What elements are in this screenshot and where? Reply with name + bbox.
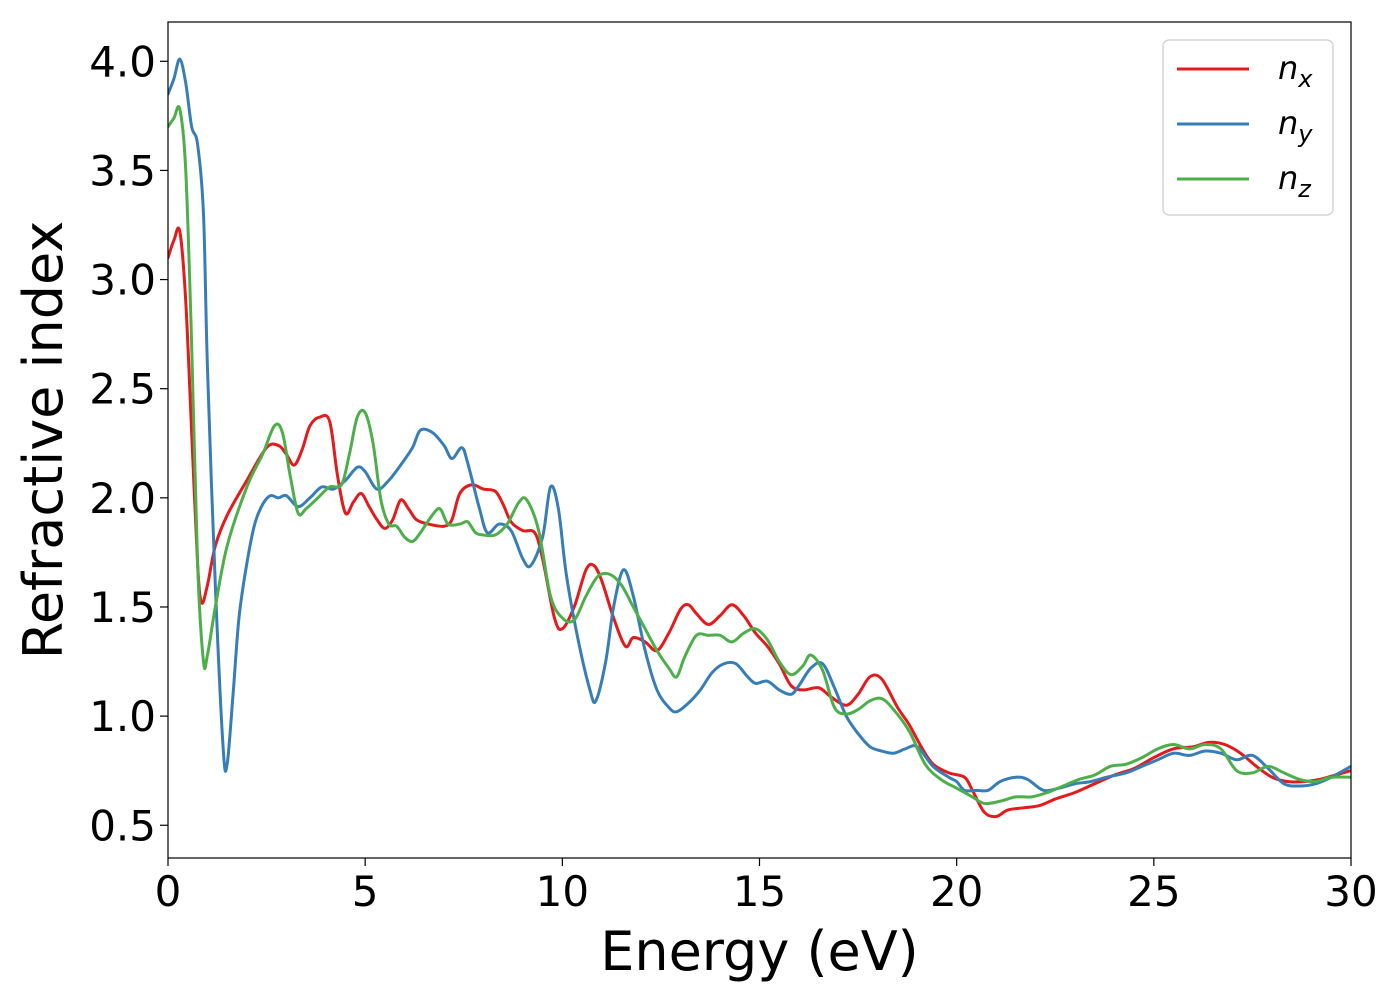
legend-label-ny: ny: [1278, 104, 1313, 148]
legend-label-nx: nx: [1278, 49, 1313, 93]
x-tick-label: 10: [536, 867, 589, 916]
series-layer: [168, 57, 1351, 819]
x-axis: 0 5 10 15 20 25 30: [155, 858, 1378, 916]
y-axis-title: Refractive index: [12, 221, 75, 660]
y-tick-label: 4.0: [89, 37, 156, 86]
x-tick-label: 5: [352, 867, 379, 916]
series-line-nz: [168, 105, 1351, 806]
y-tick-label: 2.5: [89, 365, 156, 414]
legend-label-nz: nz: [1278, 159, 1312, 203]
x-tick-label: 15: [733, 867, 786, 916]
legend: nx ny nz: [1162, 39, 1334, 216]
y-tick-label: 1.5: [89, 583, 156, 632]
x-tick-label: 20: [930, 867, 983, 916]
x-tick-label: 30: [1324, 867, 1377, 916]
y-tick-label: 3.0: [89, 256, 156, 305]
y-tick-label: 3.5: [89, 146, 156, 195]
x-tick-label: 0: [155, 867, 182, 916]
x-tick-label: 25: [1127, 867, 1180, 916]
y-tick-label: 1.0: [89, 692, 156, 741]
y-axis: 0.5 1.0 1.5 2.0 2.5 3.0 3.5 4.0: [89, 37, 168, 850]
legend-box: [1162, 39, 1334, 216]
y-tick-label: 0.5: [89, 801, 156, 850]
plot-area-background: [168, 22, 1351, 858]
series-line-nx: [168, 226, 1351, 819]
x-axis-title: Energy (eV): [600, 920, 919, 983]
y-tick-label: 2.0: [89, 474, 156, 523]
